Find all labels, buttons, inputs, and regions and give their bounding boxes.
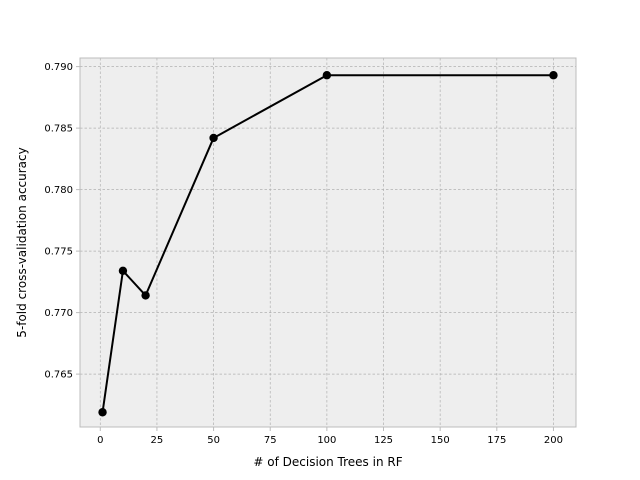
y-tick-label: 0.775 <box>44 247 73 258</box>
data-point-marker <box>322 71 332 80</box>
x-tick-label: 175 <box>487 435 506 446</box>
y-tick-label: 0.765 <box>44 370 73 381</box>
y-axis-label: 5-fold cross-validation accuracy <box>15 147 29 337</box>
data-point-marker <box>98 408 107 417</box>
x-tick-label: 0 <box>97 435 103 446</box>
data-point-marker <box>549 71 558 80</box>
plot-background <box>80 58 576 427</box>
x-axis-label: # of Decision Trees in RF <box>253 455 402 469</box>
x-tick-label: 200 <box>544 435 563 446</box>
data-point-marker <box>209 133 218 143</box>
y-axis-ticks: 0.765 0.770 0.775 0.780 0.785 0.790 <box>44 62 80 381</box>
x-tick-label: 50 <box>207 435 220 446</box>
x-axis-ticks: 0 25 50 75 100 125 150 175 200 <box>97 427 563 446</box>
series-line <box>101 74 554 413</box>
x-tick-label: 150 <box>431 435 450 446</box>
y-tick-label: 0.770 <box>44 308 73 319</box>
data-point-marker <box>118 266 128 275</box>
x-tick-label: 125 <box>374 435 393 446</box>
x-tick-label: 100 <box>317 435 336 446</box>
plot-frame <box>79 57 577 428</box>
series-group <box>98 71 558 417</box>
data-point-marker <box>141 291 150 300</box>
y-tick-label: 0.790 <box>44 62 73 73</box>
x-tick-label: 75 <box>264 435 277 446</box>
gridlines <box>80 58 576 427</box>
y-tick-label: 0.785 <box>44 124 73 135</box>
y-tick-label: 0.780 <box>44 185 73 196</box>
x-tick-label: 25 <box>151 435 164 446</box>
